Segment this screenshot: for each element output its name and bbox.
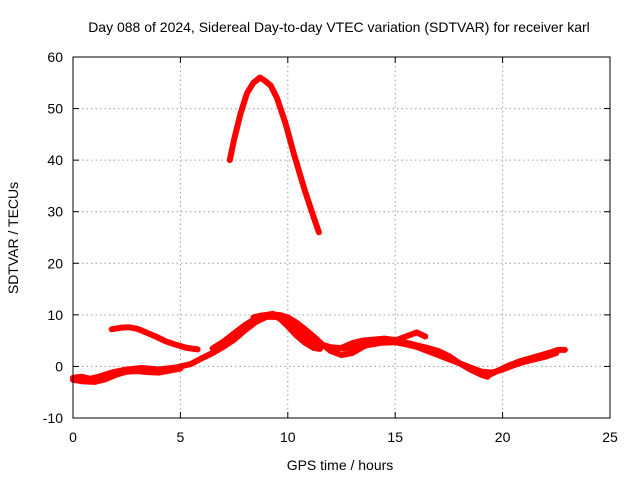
series-layer (70, 74, 568, 385)
x-tick-label: 0 (69, 429, 77, 445)
y-tick-label: 10 (47, 307, 63, 323)
y-tick-label: 0 (55, 358, 63, 374)
x-tick-label: 20 (495, 429, 511, 445)
grid-lines (73, 57, 610, 418)
plot-frame (72, 56, 611, 419)
y-tick-label: 50 (47, 101, 63, 117)
series-line-track-g (338, 335, 491, 380)
y-tick-label: 20 (47, 255, 63, 271)
chart-title: Day 088 of 2024, Sidereal Day-to-day VTE… (88, 19, 590, 35)
x-axis-label: GPS time / hours (287, 457, 394, 473)
series-line-track-i (484, 346, 568, 379)
y-tick-label: 30 (47, 204, 63, 220)
series-line-track-c (70, 365, 184, 385)
series-line-track-e (250, 311, 323, 352)
y-tick-label: 60 (47, 49, 63, 65)
y-axis-label: SDTVAR / TECUs (5, 182, 21, 294)
series-line-track-f (276, 311, 377, 359)
series-line-high-arc (226, 74, 322, 236)
x-tick-label: 15 (387, 429, 403, 445)
x-tick-label: 10 (280, 429, 296, 445)
y-tick-label: 40 (47, 152, 63, 168)
y-tick-label: -10 (43, 410, 63, 426)
x-tick-label: 25 (602, 429, 618, 445)
series-line-track-a (108, 324, 201, 353)
series-line-track-h (392, 329, 429, 344)
axis-ticks: 0 5 10 15 20 25 -10 0 10 20 30 40 50 60 (43, 49, 618, 445)
x-tick-label: 5 (177, 429, 185, 445)
